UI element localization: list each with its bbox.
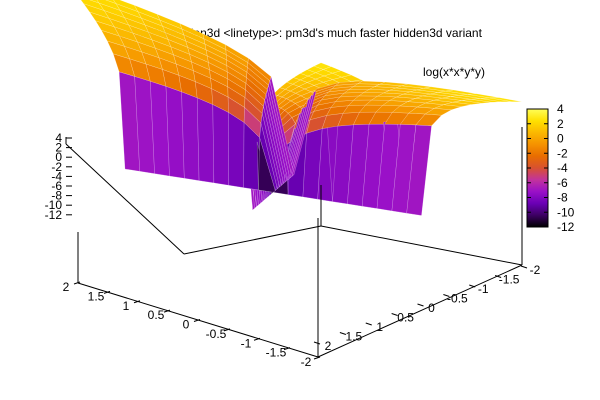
z-tick-label: -2 (51, 160, 62, 174)
x-tick-label: 0.5 (148, 308, 165, 322)
box-front-edges (65, 143, 523, 266)
colorbar-tick-label: -4 (557, 161, 568, 175)
x-tick-label: 1.5 (88, 289, 105, 303)
y-tick (391, 313, 398, 316)
x-tick (163, 309, 171, 313)
x-tick-label: 1 (123, 299, 130, 313)
x-tick (73, 281, 81, 285)
z-tick-label: 4 (55, 131, 62, 145)
x-tick-label: -0.5 (206, 327, 227, 341)
z-tick-label: -8 (51, 189, 62, 203)
y-tick (520, 265, 528, 269)
x-tick (313, 356, 321, 360)
x-tick (133, 300, 141, 304)
y-tick (417, 303, 424, 307)
z-tick-label: 0 (55, 150, 62, 164)
y-tick-label: -2 (530, 263, 541, 277)
y-tick (494, 275, 502, 278)
colorbar-tick-label: 2 (557, 117, 564, 131)
y-tick-label: -1.5 (499, 273, 520, 287)
colorbar-tick-label: -2 (557, 146, 568, 160)
z-tick-label: -4 (51, 169, 62, 183)
z-tick-label: -6 (51, 179, 62, 193)
chart-title: set pm3d hidden3d <linetype>: pm3d's muc… (118, 26, 483, 40)
x-axis-line (77, 282, 319, 358)
y-tick-label: -1 (478, 282, 489, 296)
x-tick-label: -1 (241, 336, 252, 350)
y-tick (313, 341, 321, 345)
colorbar-tick-label: 0 (557, 132, 564, 146)
surface-facet (197, 97, 215, 184)
surface-facet (228, 112, 245, 188)
y-tick-label: 0 (428, 301, 435, 315)
axes: 420-2-4-6-8-10-1221.510.50-0.5-1-1.5-2-2… (45, 131, 541, 369)
x-tick-label: 2 (63, 280, 70, 294)
y-tick (443, 294, 450, 297)
z-tick-label: 2 (55, 141, 62, 155)
surface-facet (105, 0, 117, 4)
z-tick-label: -10 (45, 198, 63, 212)
y-tick-label: -0.5 (447, 292, 468, 306)
surface-plot (80, 0, 523, 216)
box-edge (183, 225, 322, 255)
surface-facet (181, 91, 200, 181)
box-edge (65, 143, 185, 255)
y-tick (365, 322, 372, 326)
x-tick-label: -1.5 (266, 346, 287, 360)
colorbar-tick-label: 4 (557, 102, 564, 116)
x-tick-label: 0 (183, 318, 190, 332)
surface-facet (489, 97, 523, 102)
y-tick (339, 332, 347, 335)
y-tick-label: 1.5 (346, 330, 363, 344)
x-tick-label: -2 (301, 355, 312, 369)
colorbar-tick-label: -8 (557, 191, 568, 205)
surface-facet (89, 0, 100, 4)
surface-facet (212, 104, 229, 186)
z-tick-label: -12 (45, 208, 63, 222)
surface-label: log(x*x*y*y) (423, 65, 485, 79)
y-tick-label: 2 (325, 339, 332, 353)
colorbar: 420-2-4-6-8-10-12 (526, 102, 575, 234)
colorbar-tick-label: -10 (557, 205, 575, 219)
colorbar-tick-label: -6 (557, 176, 568, 190)
y-tick-label: 1 (376, 320, 383, 334)
box-edge (320, 225, 523, 266)
y-axis-line (317, 264, 523, 358)
colorbar-tick-label: -12 (557, 220, 575, 234)
